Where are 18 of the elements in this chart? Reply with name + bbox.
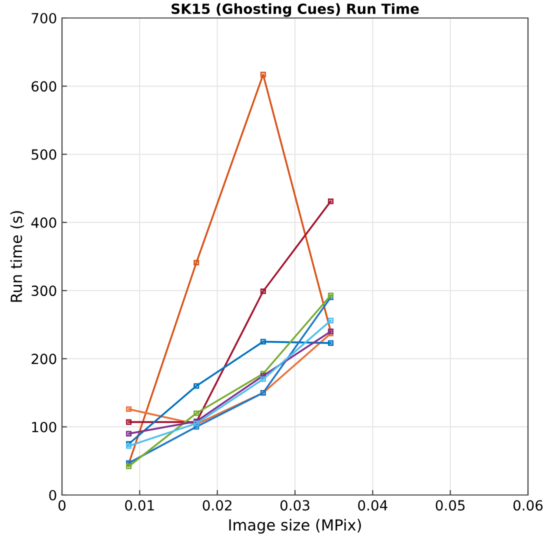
y-tick-label: 600 [32, 81, 56, 92]
y-tick-label: 700 [32, 12, 56, 24]
x-tick-label: 0.05 [436, 500, 465, 511]
x-tick-label: 0 [58, 500, 66, 511]
y-tick-label: 400 [31, 217, 56, 228]
y-tick-label: 200 [32, 354, 56, 364]
x-axis-title: Image size (MPix) [229, 518, 361, 534]
y-tick-label: 0 [49, 490, 56, 500]
x-tick-label: 0.01 [125, 500, 154, 511]
x-tick-label: 0.04 [358, 500, 388, 511]
x-tick-label: 0.03 [280, 500, 310, 511]
y-tick-label: 300 [32, 286, 56, 296]
chart-title: SK15 (Ghosting Cues) Run Time [172, 3, 419, 17]
y-tick-label: 500 [32, 149, 56, 160]
y-axis-title: Run time (s) [10, 211, 24, 302]
x-tick-label: 0.02 [202, 500, 232, 511]
x-tick-label: 0.06 [513, 500, 543, 511]
y-tick-label: 100 [32, 422, 56, 432]
